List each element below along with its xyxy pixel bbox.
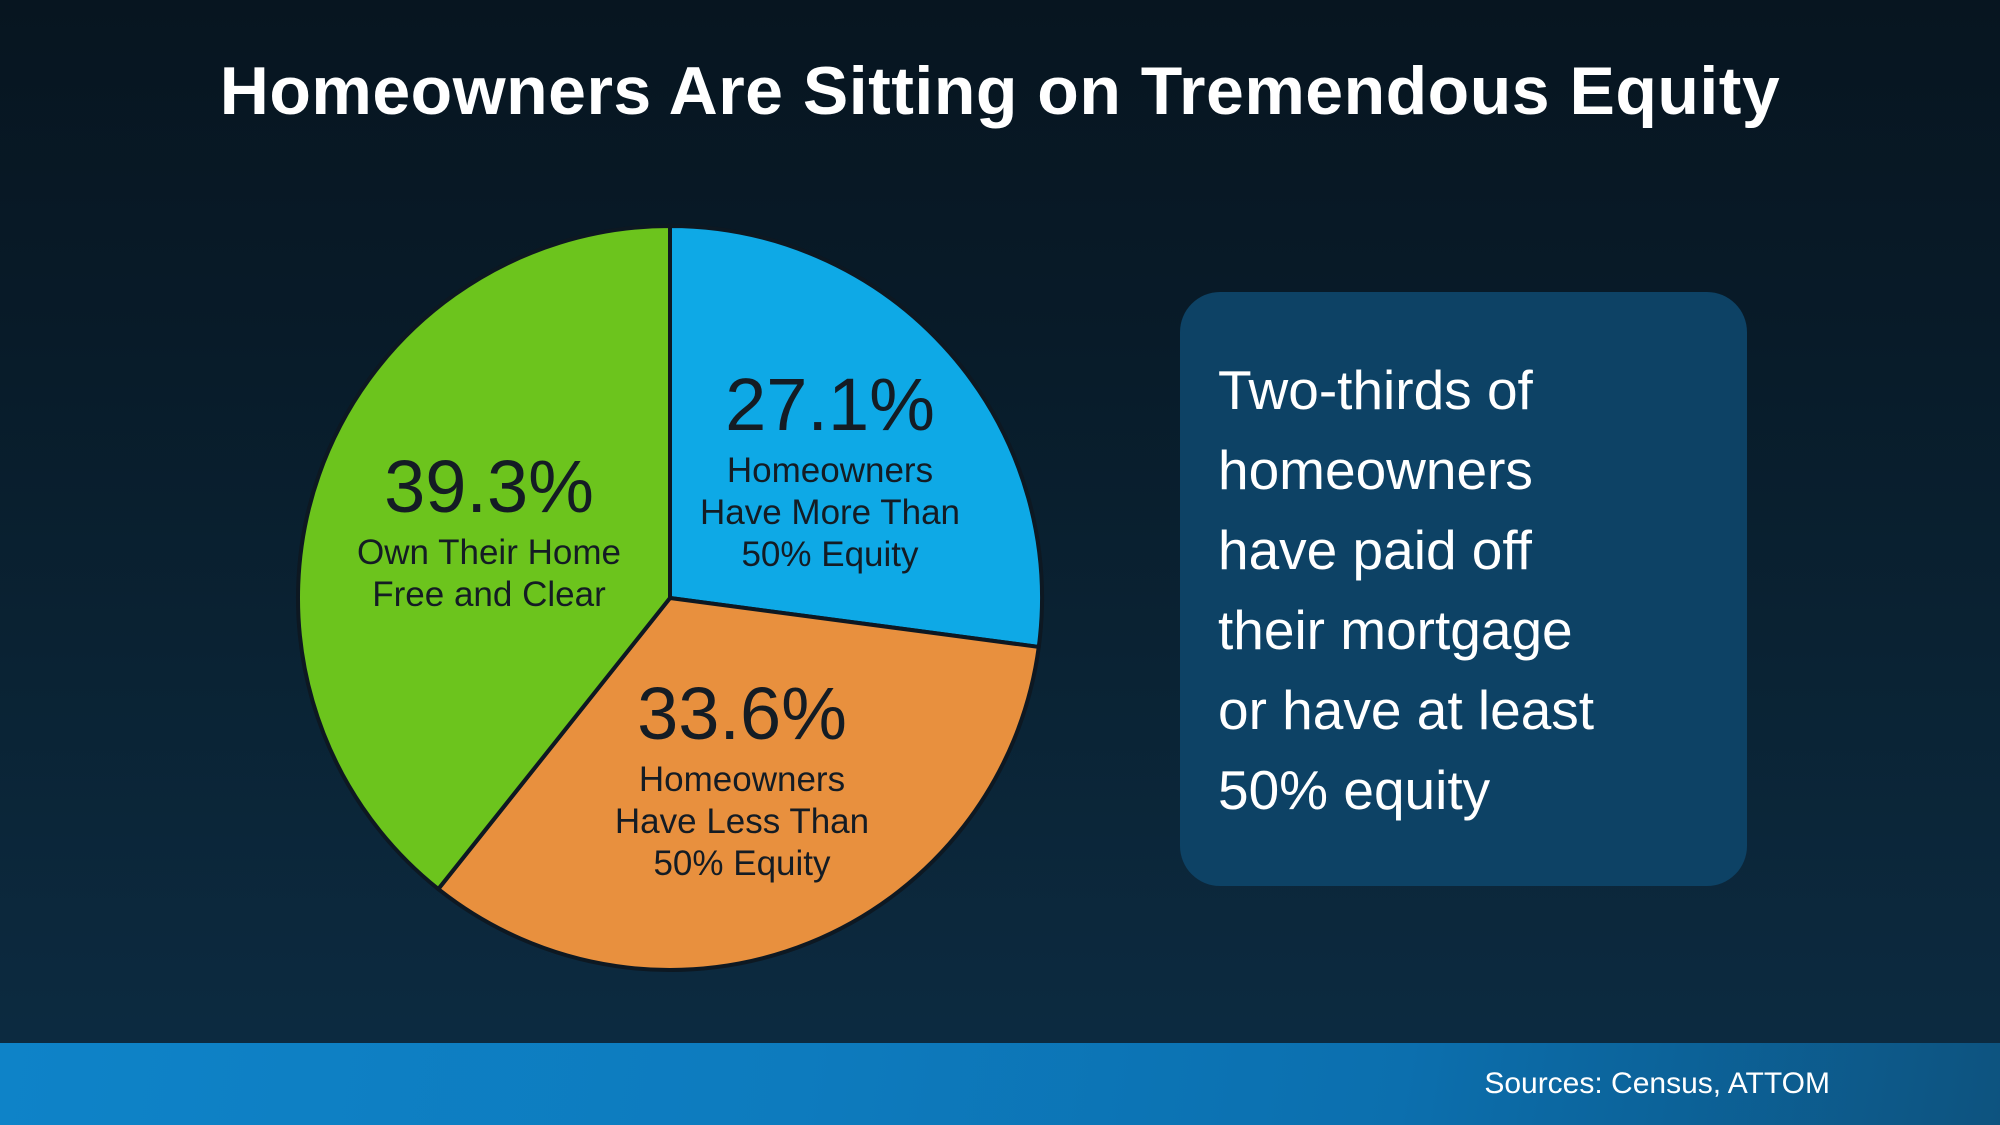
slice-value: 39.3%	[384, 445, 594, 528]
slice-label-less-than-50: 33.6% Homeowners Have Less Than 50% Equi…	[615, 677, 869, 885]
slice-sublabel: Own Their Home Free and Clear	[357, 533, 621, 614]
callout-text: Two-thirds of homeowners have paid off t…	[1218, 359, 1595, 821]
footer-bar: Sources: Census, ATTOM	[0, 1043, 2000, 1125]
pie-chart-svg	[296, 224, 1044, 972]
slice-value: 27.1%	[725, 363, 935, 446]
slice-value: 33.6%	[637, 672, 847, 755]
slice-sublabel: Homeowners Have More Than 50% Equity	[699, 451, 961, 574]
pie-slice-less-than-50-equity	[436, 596, 1041, 972]
sources-text: Sources: Census, ATTOM	[1484, 1067, 1830, 1100]
callout-box: Two-thirds of homeowners have paid off t…	[1180, 292, 1747, 886]
slice-sublabel: Homeowners Have Less Than 50% Equity	[614, 760, 870, 883]
pie-slice-own-free-and-clear	[296, 224, 672, 892]
slice-label-free-and-clear: 39.3% Own Their Home Free and Clear	[357, 450, 621, 616]
pie-chart	[293, 221, 1047, 975]
slice-label-more-than-50: 27.1% Homeowners Have More Than 50% Equi…	[700, 368, 960, 576]
page-title: Homeowners Are Sitting on Tremendous Equ…	[219, 53, 1781, 129]
pie-slice-more-than-50-equity	[668, 224, 1044, 649]
